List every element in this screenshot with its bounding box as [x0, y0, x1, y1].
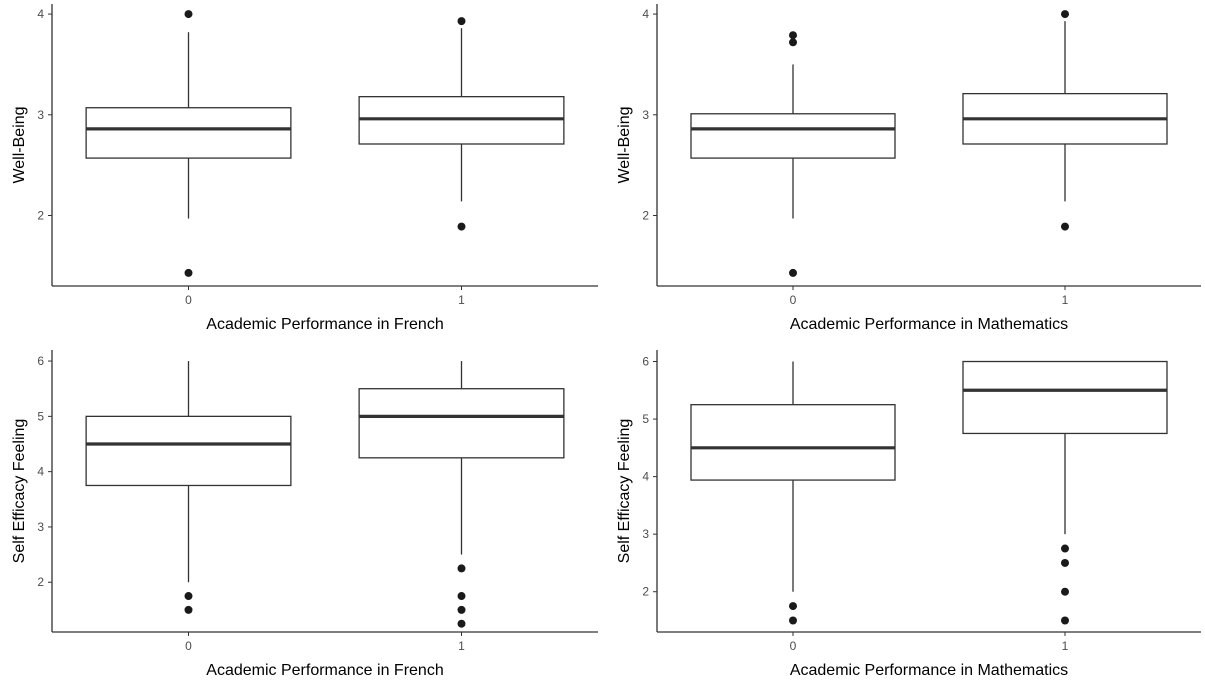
box-1	[358, 17, 565, 231]
y-tick-label: 2	[37, 209, 44, 223]
outlier-point	[457, 605, 466, 614]
box-0	[85, 10, 292, 277]
x-axis-title: Academic Performance in Mathematics	[790, 316, 1068, 333]
x-axis-title: Academic Performance in French	[206, 662, 443, 679]
outlier-point	[184, 10, 193, 19]
x-tick-label: 1	[1062, 639, 1069, 653]
y-tick-label: 3	[642, 527, 649, 541]
outlier-point	[457, 592, 466, 601]
x-tick-label: 1	[1062, 293, 1069, 307]
outlier-point	[1061, 10, 1069, 19]
outlier-point	[1061, 587, 1069, 596]
y-tick-label: 4	[37, 465, 44, 479]
outlier-point	[789, 268, 797, 277]
outlier-point	[1061, 544, 1069, 553]
iqr-box	[690, 404, 896, 481]
y-tick-label: 3	[37, 108, 44, 122]
iqr-box	[85, 415, 292, 487]
outlier-point	[457, 619, 466, 628]
boxplot-svg: 2 3 4 0 1 Academic Performance in French Well-…	[11, 4, 598, 333]
y-tick-label: 5	[642, 412, 649, 426]
y-tick-label: 4	[642, 7, 649, 21]
x-tick-label: 1	[458, 293, 465, 307]
outlier-point	[789, 602, 797, 611]
y-axis-title: Well-Being	[11, 106, 28, 183]
box-1	[962, 360, 1168, 625]
y-tick-label: 4	[642, 470, 649, 484]
outlier-point	[789, 31, 797, 40]
outlier-point	[457, 222, 466, 231]
box-0	[690, 31, 896, 277]
x-tick-label: 0	[790, 293, 797, 307]
y-tick-label: 3	[642, 108, 649, 122]
box-1	[962, 10, 1168, 231]
outlier-point	[1061, 222, 1069, 231]
outlier-point	[184, 605, 193, 614]
y-tick-label: 6	[37, 354, 44, 368]
x-tick-label: 0	[790, 639, 797, 653]
box-1	[358, 361, 565, 628]
y-tick-label: 3	[37, 520, 44, 534]
box-0	[690, 361, 896, 625]
outlier-point	[789, 616, 797, 625]
boxplot-svg: 2 3 4 0 1 Academic Performance in Mathematics…	[616, 4, 1201, 333]
outlier-point	[184, 592, 193, 601]
outlier-point	[457, 17, 466, 26]
iqr-box	[690, 113, 896, 159]
chart-panel-math-well-being: 2 3 4 0 1 Academic Performance in Mathematics…	[605, 0, 1205, 342]
y-axis-title: Self Efficacy Feeling	[11, 419, 28, 564]
iqr-box	[85, 107, 292, 159]
y-axis-title: Well-Being	[616, 106, 633, 183]
outlier-point	[1061, 616, 1069, 625]
y-tick-label: 2	[37, 575, 44, 589]
boxplot-svg: 2 3 4 5 6 0 1 Academic Performance in French Sel…	[11, 350, 598, 679]
y-tick-label: 5	[37, 409, 44, 423]
outlier-point	[184, 268, 193, 277]
chart-panel-math-self-efficacy: 2 3 4 5 6 0 1 Academic Performance in Mathemati…	[605, 342, 1205, 684]
y-tick-label: 2	[642, 585, 649, 599]
y-tick-label: 6	[642, 355, 649, 369]
box-0	[85, 361, 292, 614]
iqr-box	[358, 388, 565, 459]
outlier-point	[457, 564, 466, 573]
boxplot-svg: 2 3 4 5 6 0 1 Academic Performance in Mathemati…	[616, 350, 1201, 679]
chart-panel-french-self-efficacy: 2 3 4 5 6 0 1 Academic Performance in French Sel…	[0, 342, 602, 684]
iqr-box	[962, 360, 1168, 435]
x-axis-title: Academic Performance in French	[206, 316, 443, 333]
outlier-point	[1061, 558, 1069, 567]
y-axis-title: Self Efficacy Feeling	[616, 419, 633, 564]
outlier-point	[789, 38, 797, 47]
chart-panel-french-well-being: 2 3 4 0 1 Academic Performance in French Well-…	[0, 0, 602, 342]
x-tick-label: 1	[458, 639, 465, 653]
y-tick-label: 2	[642, 209, 649, 223]
y-tick-label: 4	[37, 7, 44, 21]
x-tick-label: 0	[185, 639, 192, 653]
x-axis-title: Academic Performance in Mathematics	[790, 662, 1068, 679]
x-tick-label: 0	[185, 293, 192, 307]
